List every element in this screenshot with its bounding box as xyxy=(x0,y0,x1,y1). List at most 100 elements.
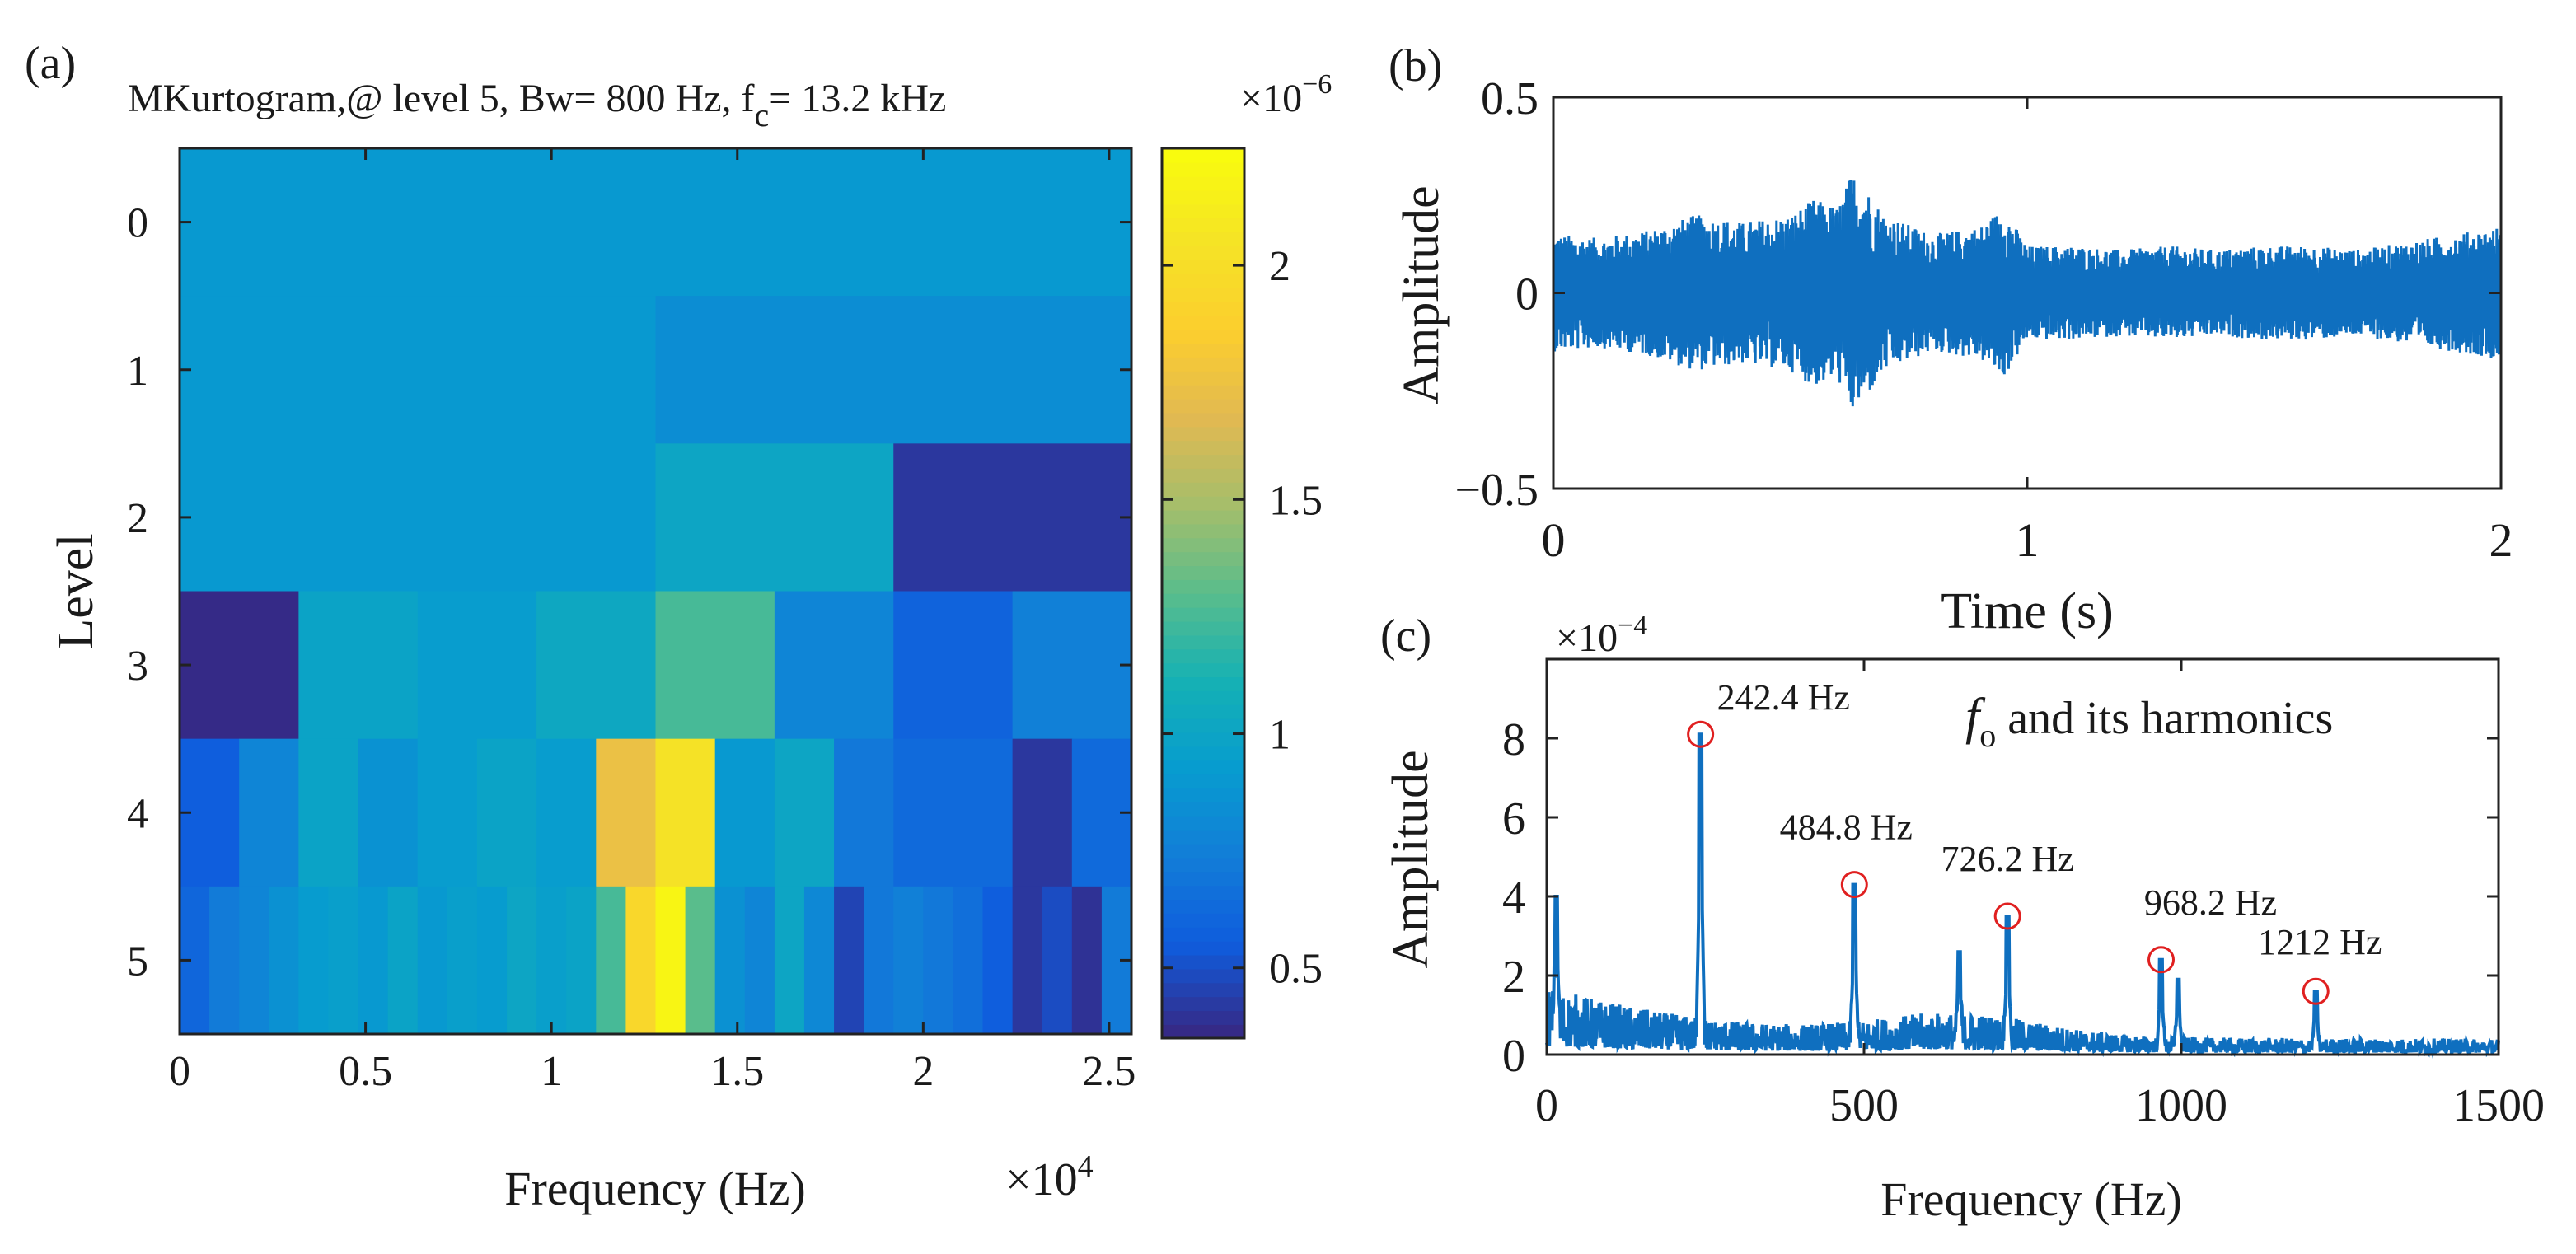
heatmap-cell-l3-7 xyxy=(1012,591,1132,740)
colorbar-step xyxy=(1162,357,1244,372)
colorbar-step xyxy=(1162,273,1244,288)
colorbar-step xyxy=(1162,746,1244,761)
colorbar-box xyxy=(1160,147,1246,1040)
colorbar-step xyxy=(1162,509,1244,525)
panel-a-ytick-label: 1 xyxy=(127,348,148,395)
heatmap-cell-l5-23 xyxy=(864,886,894,1035)
harmonic-peak-label: 484.8 Hz xyxy=(1780,807,1913,848)
heatmap-cell-l5-3 xyxy=(269,886,299,1035)
heatmap-cell-l5-11 xyxy=(507,886,537,1035)
heatmap-cell-l4-5 xyxy=(476,738,537,887)
panel-b-ytick-label: 0 xyxy=(1515,269,1539,321)
colorbar-step xyxy=(1162,426,1244,442)
panel-a-xtick-label: 1.5 xyxy=(710,1048,764,1095)
harmonic-peak-label: 242.4 Hz xyxy=(1717,677,1850,718)
heatmap-cell-l3-4 xyxy=(655,591,775,740)
panel-b-ticks: 0 1 2−0.500.5 xyxy=(1454,73,2513,567)
heatmap-cell-l2-1 xyxy=(655,443,894,592)
panel-a-xtick-label: 1 xyxy=(541,1048,562,1095)
heatmap-cell-l5-6 xyxy=(358,886,389,1035)
panel-a-xtick-label: 2.5 xyxy=(1082,1048,1136,1095)
heatmap-cell-l5-15 xyxy=(625,886,657,1035)
heatmap-cell-l5-25 xyxy=(923,886,954,1035)
colorbar-step xyxy=(1162,593,1244,608)
heatmap-cell-l5-19 xyxy=(744,886,775,1035)
panel-a-xlabel: Frequency (Hz) xyxy=(504,1162,806,1215)
colorbar-step xyxy=(1162,329,1244,344)
panel-b-signal xyxy=(1552,180,2503,407)
colorbar-step xyxy=(1162,537,1244,553)
panel-c-ytick-label: 8 xyxy=(1502,714,1525,765)
heatmap-cell-l5-17 xyxy=(685,886,716,1035)
colorbar-step xyxy=(1162,301,1244,316)
panel-c-xtick-label: 1500 xyxy=(2452,1080,2545,1131)
heatmap-cell-l5-30 xyxy=(1071,886,1103,1035)
heatmap-cell-l5-7 xyxy=(387,886,419,1035)
heatmap-cell-l5-20 xyxy=(774,886,805,1035)
colorbar-step xyxy=(1162,161,1244,177)
colorbar-step xyxy=(1162,802,1244,817)
colorbar-step xyxy=(1162,885,1244,901)
colorbar-step xyxy=(1162,384,1244,400)
heatmap-cell-l4-9 xyxy=(714,738,775,887)
heatmap-cell-l4-14 xyxy=(1012,738,1073,887)
heatmap-cell-l3-2 xyxy=(417,591,537,740)
heatmap-cell-l4-8 xyxy=(655,738,716,887)
harmonic-peak-marker xyxy=(1993,902,2021,930)
colorbar-step xyxy=(1162,1010,1244,1025)
colorbar-step xyxy=(1162,996,1244,1012)
panel-c-ytick-label: 0 xyxy=(1502,1031,1525,1082)
harmonic-peak-marker xyxy=(2302,977,2330,1005)
colorbar-step xyxy=(1162,468,1244,483)
panel-a-ytick-label: 0 xyxy=(127,200,148,247)
heatmap-cell-l4-6 xyxy=(536,738,597,887)
heatmap-cell-l3-5 xyxy=(774,591,894,740)
panel-b-ytick-label: −0.5 xyxy=(1454,465,1539,516)
heatmap-cell-l5-26 xyxy=(953,886,984,1035)
colorbar-step xyxy=(1162,565,1244,580)
heatmap-cell-l5-8 xyxy=(417,886,448,1035)
panel-a-ylabel: Level xyxy=(48,533,104,649)
harmonic-peak-marker xyxy=(1687,720,1715,748)
colorbar-exponent: ×10−6 xyxy=(1240,69,1332,120)
colorbar-step xyxy=(1162,495,1244,511)
colorbar-step xyxy=(1162,371,1244,386)
colorbar-step xyxy=(1162,816,1244,831)
panel-c-ytick-label: 2 xyxy=(1502,952,1525,1003)
panel-a-ytick-label: 2 xyxy=(127,495,148,542)
colorbar-step xyxy=(1162,454,1244,469)
harmonic-peak-label: 726.2 Hz xyxy=(1941,839,2074,879)
colorbar-step xyxy=(1162,857,1244,873)
colorbar-tick-label: 1 xyxy=(1269,712,1290,759)
heatmap-cell-l4-10 xyxy=(774,738,835,887)
colorbar-step xyxy=(1162,232,1244,246)
heatmap-cell-l0-0 xyxy=(180,148,1132,297)
panel-b-label: (b) xyxy=(1389,40,1442,91)
colorbar-step xyxy=(1162,774,1244,789)
panel-b-xtick-label: 2 xyxy=(2489,513,2513,567)
heatmap-cell-l5-13 xyxy=(566,886,597,1035)
heatmap-cell-l4-7 xyxy=(596,738,657,887)
colorbar-tick-label: 2 xyxy=(1269,243,1290,290)
heatmap-cell-l3-1 xyxy=(298,591,419,740)
heatmap-cell-l4-1 xyxy=(239,738,299,887)
heatmap-cell-l5-27 xyxy=(982,886,1014,1035)
harmonic-peak-label: 1212 Hz xyxy=(2258,922,2382,962)
colorbar-step xyxy=(1162,940,1244,956)
colorbar-step xyxy=(1162,982,1244,998)
harmonic-peak-marker xyxy=(2147,946,2176,974)
heatmap-cell-l3-6 xyxy=(893,591,1014,740)
colorbar-step xyxy=(1162,190,1244,205)
panel-a-axes-box xyxy=(178,147,1133,1036)
colorbar-ticks: 0.5 1 1.5 2 xyxy=(1162,243,1323,993)
heatmap-cell-l4-3 xyxy=(358,738,419,887)
heatmap-cell-l4-13 xyxy=(953,738,1014,887)
colorbar-step xyxy=(1162,218,1244,233)
panel-b-signal-trace xyxy=(1552,180,2503,407)
colorbar-step xyxy=(1162,440,1244,456)
heatmap-cell-l5-14 xyxy=(596,886,627,1035)
panel-a-xtick-label: 0.5 xyxy=(339,1048,392,1095)
panel-b-ytick-label: 0.5 xyxy=(1481,73,1539,124)
colorbar-tick-label: 1.5 xyxy=(1269,477,1323,524)
